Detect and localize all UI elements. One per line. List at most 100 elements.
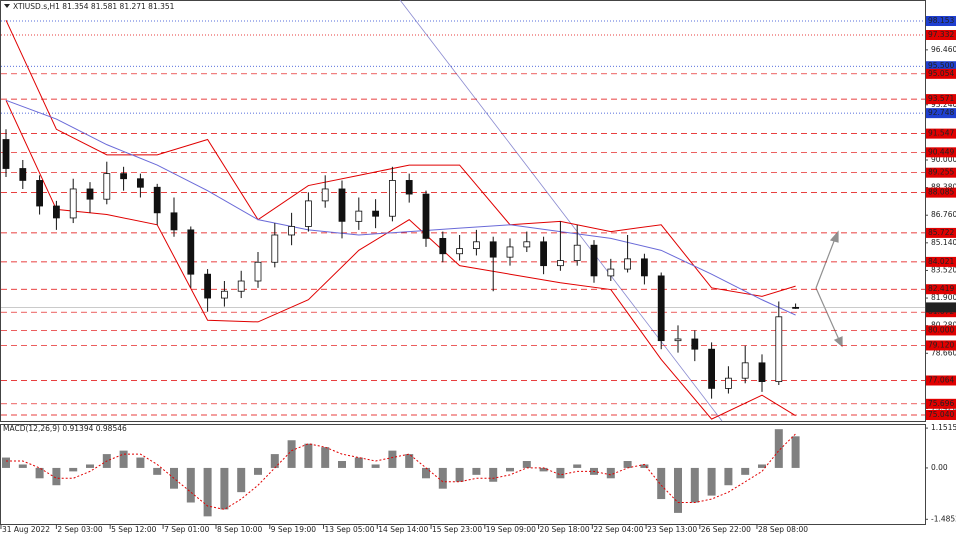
level-label: 88.085: [928, 188, 954, 197]
level-label: 75.040: [928, 410, 954, 419]
candle-body: [590, 244, 598, 277]
x-tick-label: 5 Sep 12:00: [111, 525, 157, 534]
level-label-box: [926, 68, 956, 79]
level-label: 85.722: [928, 228, 954, 237]
candle-body: [19, 168, 27, 181]
y-tick-label: -1.48522: [931, 514, 956, 523]
level-label-box: [926, 375, 956, 386]
macd-bar: [388, 450, 397, 468]
candle-body: [288, 226, 296, 236]
candle-body: [69, 188, 77, 219]
macd-bar: [791, 436, 800, 468]
candle-body: [506, 246, 514, 258]
candle-body: [187, 229, 195, 275]
candle-body: [775, 316, 783, 382]
level-label-box: [926, 325, 956, 336]
menu-arrow: [4, 4, 10, 8]
macd-bar: [338, 461, 346, 468]
macd-bar: [119, 450, 128, 468]
level-label-box: [926, 16, 956, 27]
candle-body: [439, 237, 447, 255]
candle-body: [523, 241, 531, 248]
macd-bar: [522, 461, 531, 468]
macd-bar: [657, 467, 666, 500]
macd-bar: [18, 464, 27, 468]
candle-body: [708, 348, 715, 389]
candle-body: [557, 260, 564, 267]
y-tick-label: 86.760: [931, 210, 956, 219]
candle-body: [120, 173, 127, 180]
level-label-box: [926, 29, 956, 40]
candle-body: [304, 200, 312, 227]
x-tick-label: 23 Sep 13:00: [647, 525, 697, 534]
level-label-box: [926, 340, 956, 351]
candle-body: [489, 241, 497, 258]
candle-body: [372, 210, 380, 217]
candle-body: [103, 173, 111, 200]
level-label: 82.419: [928, 284, 954, 293]
candle-body: [170, 212, 178, 231]
macd-bar: [35, 467, 44, 479]
x-tick-label: 14 Sep 14:00: [378, 525, 428, 534]
y-tick-label: 90.000: [931, 155, 956, 164]
macd-bar: [674, 467, 682, 513]
candle-body: [271, 234, 279, 263]
x-tick-label: 20 Sep 18:00: [540, 525, 590, 534]
main-panel-frame: [0, 0, 926, 422]
y-tick-label: 96.460: [931, 45, 956, 54]
y-tick-label: 80.280: [931, 321, 956, 330]
macd-bar: [774, 429, 783, 468]
macd-bar: [69, 467, 78, 472]
candle-body: [355, 210, 363, 222]
level-label-box: [926, 94, 956, 105]
x-tick-label: 13 Sep 05:00: [325, 525, 375, 534]
trendline: [399, 0, 723, 422]
macd-bar: [136, 457, 145, 468]
macd-bar: [321, 447, 330, 468]
macd-bar: [422, 467, 430, 479]
candle-body: [2, 139, 10, 169]
x-tick-label: 31 Aug 2022: [2, 525, 50, 534]
macd-bar: [707, 467, 716, 496]
candle-body: [657, 275, 665, 342]
level-label-box: [926, 409, 956, 420]
candle-body: [237, 280, 245, 292]
y-tick-label: 93.240: [931, 100, 956, 109]
macd-bar: [606, 467, 615, 479]
macd-bar: [270, 454, 279, 468]
candle-body: [456, 248, 464, 255]
candle-body: [405, 180, 413, 195]
level-label-box: [926, 256, 956, 267]
level-label: 93.571: [928, 94, 954, 103]
macd-bar: [287, 440, 296, 468]
candle-body: [254, 261, 262, 282]
candle-body: [674, 338, 682, 342]
candle-body: [725, 377, 732, 389]
candle-body: [758, 362, 766, 382]
candle-body: [136, 178, 144, 188]
candle-body: [220, 290, 228, 299]
level-label-box: [926, 61, 956, 72]
macd-bar: [455, 467, 464, 482]
x-tick-label: 28 Sep 08:00: [758, 525, 808, 534]
last-price-label: 81.351: [928, 302, 954, 311]
macd-bar: [556, 467, 565, 479]
last-price-box: [926, 302, 956, 313]
macd-bar: [371, 464, 380, 468]
y-tick-label: 78.660: [931, 348, 956, 357]
macd-bar: [153, 467, 162, 475]
candle-body: [204, 273, 212, 299]
x-tick-label: 22 Sep 04:00: [593, 525, 643, 534]
candle-body: [321, 188, 329, 202]
level-label: 79.120: [928, 340, 954, 349]
macd-title: MACD(12,26,9) 0.91394 0.98546: [3, 424, 127, 433]
macd-bar: [573, 464, 582, 468]
band-line: [5, 99, 796, 316]
macd-bar: [2, 457, 10, 468]
macd-bar: [405, 454, 414, 468]
level-label: 90.449: [928, 147, 954, 156]
candle-body: [338, 188, 346, 222]
band-line: [5, 19, 796, 297]
candle-body: [422, 193, 430, 239]
